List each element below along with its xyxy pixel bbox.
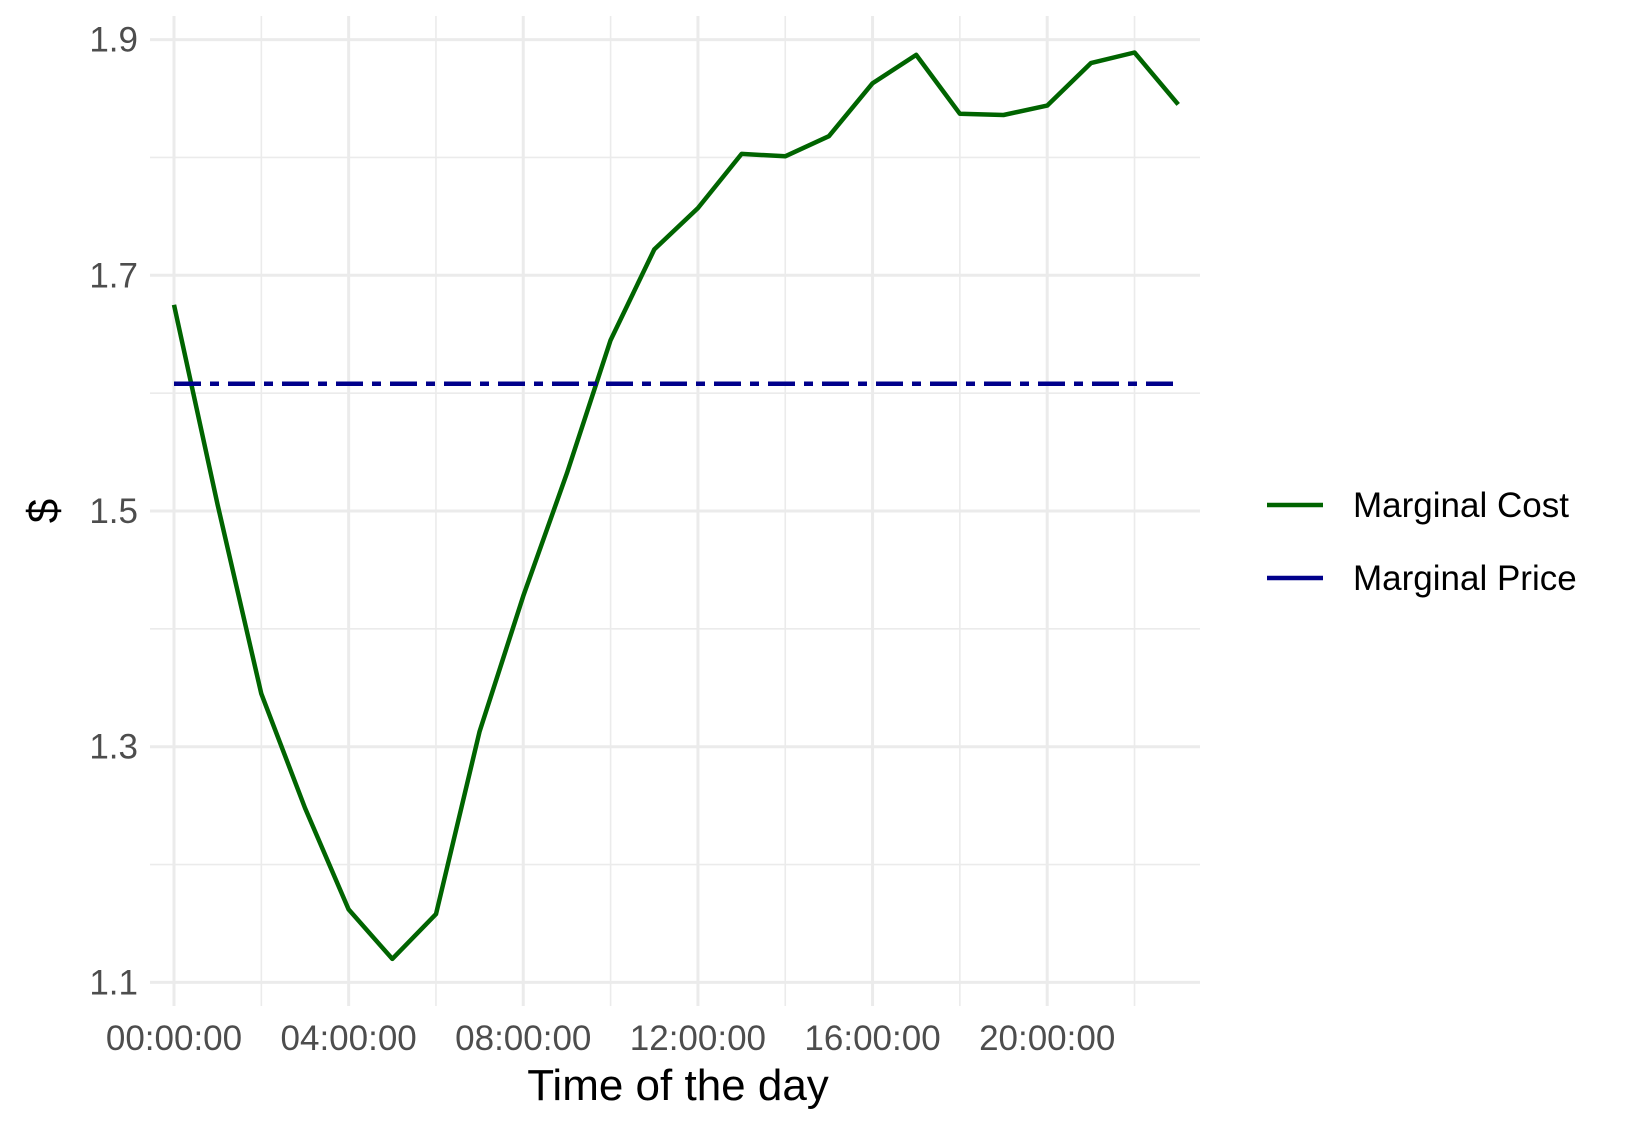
y-tick-label: 1.3 [89,728,138,767]
x-axis-ticks: 00:00:00 04:00:00 08:00:00 12:00:00 16:00:00… [106,1019,1115,1058]
x-axis-title: Time of the day [527,1061,829,1110]
x-tick-label: 20:00:00 [979,1019,1115,1058]
x-tick-label: 00:00:00 [106,1019,242,1058]
legend-label-marginal-price: Marginal Price [1353,559,1577,598]
y-tick-label: 1.1 [89,963,138,1002]
series-lines [171,50,1180,962]
y-tick-label: 1.5 [89,492,138,531]
x-tick-label: 16:00:00 [804,1019,940,1058]
y-axis-ticks: 1.1 1.3 1.5 1.7 1.9 [89,21,138,1003]
x-tick-label: 04:00:00 [281,1019,417,1058]
grid [150,16,1200,1006]
marginal-cost-line [171,50,1180,962]
y-tick-label: 1.7 [89,256,138,295]
legend: Marginal Cost Marginal Price [1267,486,1577,598]
x-tick-label: 08:00:00 [455,1019,591,1058]
legend-label-marginal-cost: Marginal Cost [1353,486,1569,525]
y-tick-label: 1.9 [89,21,138,60]
y-axis-title: $ [19,499,68,523]
x-tick-label: 12:00:00 [630,1019,766,1058]
